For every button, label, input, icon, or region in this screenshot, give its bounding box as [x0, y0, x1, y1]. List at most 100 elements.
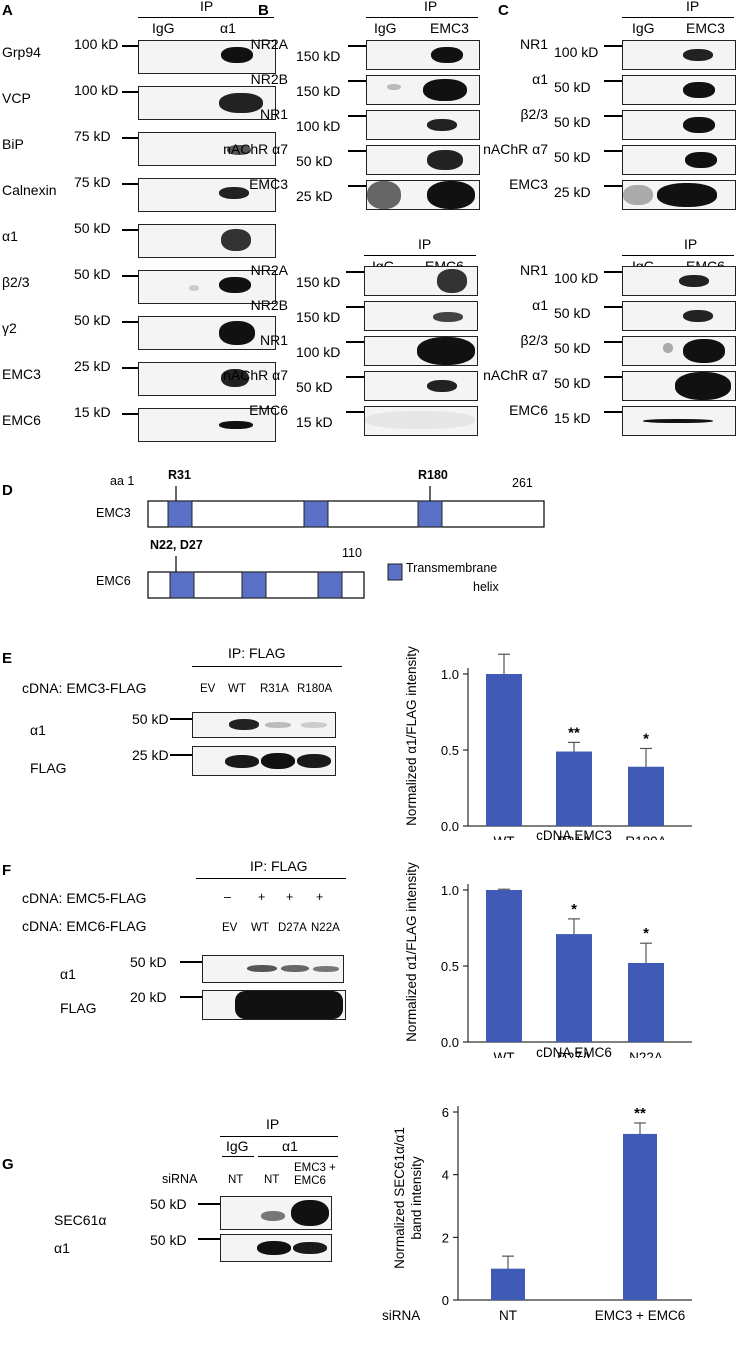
panel-b-top-mw-label: 50 kD [296, 153, 333, 169]
significance-mark: ** [634, 1105, 646, 1122]
y-tick-label: 1.0 [441, 883, 459, 898]
panel-c-top-mw-label: 100 kD [554, 44, 599, 60]
panel-c-top-col-emc3: EMC3 [686, 20, 725, 36]
y-axis-label: Normalized α1/FLAG intensity [404, 646, 419, 826]
panel-c-bottom-mw-label: 15 kD [554, 410, 591, 426]
panel-c-top-blot [622, 75, 736, 105]
panel-c-top-blot [622, 145, 736, 175]
panel-c-bottom-blot [622, 266, 736, 296]
panel-b-bottom-row-label: NR2A [250, 262, 288, 278]
panel-b-bottom-mw-tick [346, 411, 364, 413]
panel-b-top-blot [366, 40, 480, 70]
bar [628, 962, 664, 1042]
panel-b-top-mw-label: 100 kD [296, 118, 341, 134]
panel-a-row-label: β2/3 [2, 274, 30, 290]
panel-g-row-a1: α1 [54, 1240, 70, 1256]
y-tick-label: 1.0 [441, 667, 459, 682]
panel-b-top-col-igg: IgG [374, 20, 397, 36]
panel-b-top-mw-tick [348, 150, 366, 152]
panel-b-bottom-mw-tick [346, 341, 364, 343]
panel-a-blot [138, 362, 276, 396]
panel-a-mw-tick [122, 367, 138, 369]
panel-b-top-mw-label: 150 kD [296, 83, 341, 99]
panel-b-bottom-blot [364, 406, 478, 436]
panel-c-top-band [683, 82, 715, 98]
significance-mark: * [643, 925, 649, 942]
panel-c-top-mw-tick [604, 150, 622, 152]
panel-f-lane-ev: EV [222, 922, 238, 934]
panel-a-band [219, 421, 253, 429]
panel-a-mw-label: 100 kD [74, 36, 119, 52]
panel-b-bottom-blot [364, 301, 478, 331]
panel-c-bottom-mw-label: 50 kD [554, 375, 591, 391]
panel-b-top-mw-label: 25 kD [296, 188, 333, 204]
emc3-label: EMC3 [96, 506, 131, 520]
panel-b-top-band [367, 181, 401, 209]
panel-b-top-band [427, 181, 475, 209]
x-axis-label: siRNA [382, 1308, 420, 1323]
panel-b-top-band [387, 84, 401, 90]
panel-a-col-a1: α1 [220, 20, 236, 36]
panel-b-bottom-mw-tick [346, 306, 364, 308]
panel-g-sirna: siRNA [162, 1172, 198, 1186]
panel-b-top-band [431, 47, 463, 63]
panel-f-emc5-0: – [224, 890, 231, 904]
emc6-tm3 [317, 571, 343, 599]
panel-f-emc5-1: + [258, 890, 266, 904]
panel-b-top-blot [366, 145, 480, 175]
panel-a-row-label: Grp94 [2, 44, 41, 60]
panel-e-letter: E [2, 650, 13, 667]
panel-a-band [221, 47, 253, 63]
panel-a-row-label: EMC6 [2, 412, 41, 428]
panel-c-top-mw-label: 25 kD [554, 184, 591, 200]
panel-b-bottom-row-label: nAChR α7 [223, 367, 288, 383]
panel-c-letter: C [498, 2, 509, 19]
panel-c-top-mw-tick [604, 115, 622, 117]
panel-a-mw-tick [122, 137, 138, 139]
panel-a-row-label: γ2 [2, 320, 17, 336]
panel-c-bottom-mw-label: 100 kD [554, 270, 599, 286]
panel-c-bottom-band [643, 419, 713, 423]
bar [556, 934, 592, 1042]
legend-tm: Transmembrane [406, 561, 498, 575]
panel-a-mw-label: 100 kD [74, 82, 119, 98]
panel-c-bottom-blot [622, 336, 736, 366]
panel-a-blot [138, 408, 276, 442]
panel-c-top-mw-tick [604, 45, 622, 47]
panel-a-band [219, 277, 251, 293]
panel-c-top-ip: IP [686, 0, 700, 14]
y-axis-label: Normalized SEC61α/α1 [392, 1127, 407, 1269]
panel-b-bottom-band [437, 269, 467, 293]
panel-c-bottom-mw-tick [604, 271, 622, 273]
panel-b-bottom-row-label: NR2B [250, 297, 288, 313]
panel-a-blot [138, 132, 276, 166]
panel-b-bottom-ip: IP [418, 236, 432, 252]
emc6-tm2 [241, 571, 267, 599]
x-tick-label: N22A [629, 1050, 663, 1058]
x-tick-label: EMC3 + EMC6 [595, 1308, 685, 1323]
panel-b-top-mw-tick [348, 185, 366, 187]
panel-e-blot-flag [192, 746, 336, 776]
panel-c-top-row-label: EMC3 [509, 176, 548, 192]
panel-b-bottom-row-label: EMC6 [249, 402, 288, 418]
panel-f-emc5-3: + [316, 890, 324, 904]
y-tick-label: 4 [442, 1168, 449, 1183]
panel-c-top-mw-label: 50 kD [554, 149, 591, 165]
emc6-label: EMC6 [96, 574, 131, 588]
panel-a-mw-label: 25 kD [74, 358, 111, 374]
panel-f-letter: F [2, 862, 12, 879]
panel-b-top-row-label: NR2A [250, 36, 288, 52]
panel-a-mw-tick [122, 45, 138, 47]
y-tick-label: 0.0 [441, 819, 459, 834]
emc3-tm2 [303, 500, 329, 528]
y-tick-label: 0 [442, 1293, 449, 1308]
panel-a-mw-tick [122, 229, 138, 231]
panel-c-bottom-row-label: NR1 [519, 262, 548, 278]
emc3-start: aa 1 [110, 474, 135, 488]
panel-c-bottom-mw-tick [604, 306, 622, 308]
panel-c-top-row-label: nAChR α7 [483, 141, 548, 157]
panel-c-top-blot [622, 110, 736, 140]
panel-g-lane-nt2: NT [264, 1174, 280, 1186]
panel-b-top-col-emc3: EMC3 [430, 20, 469, 36]
panel-d-letter: D [2, 482, 13, 499]
